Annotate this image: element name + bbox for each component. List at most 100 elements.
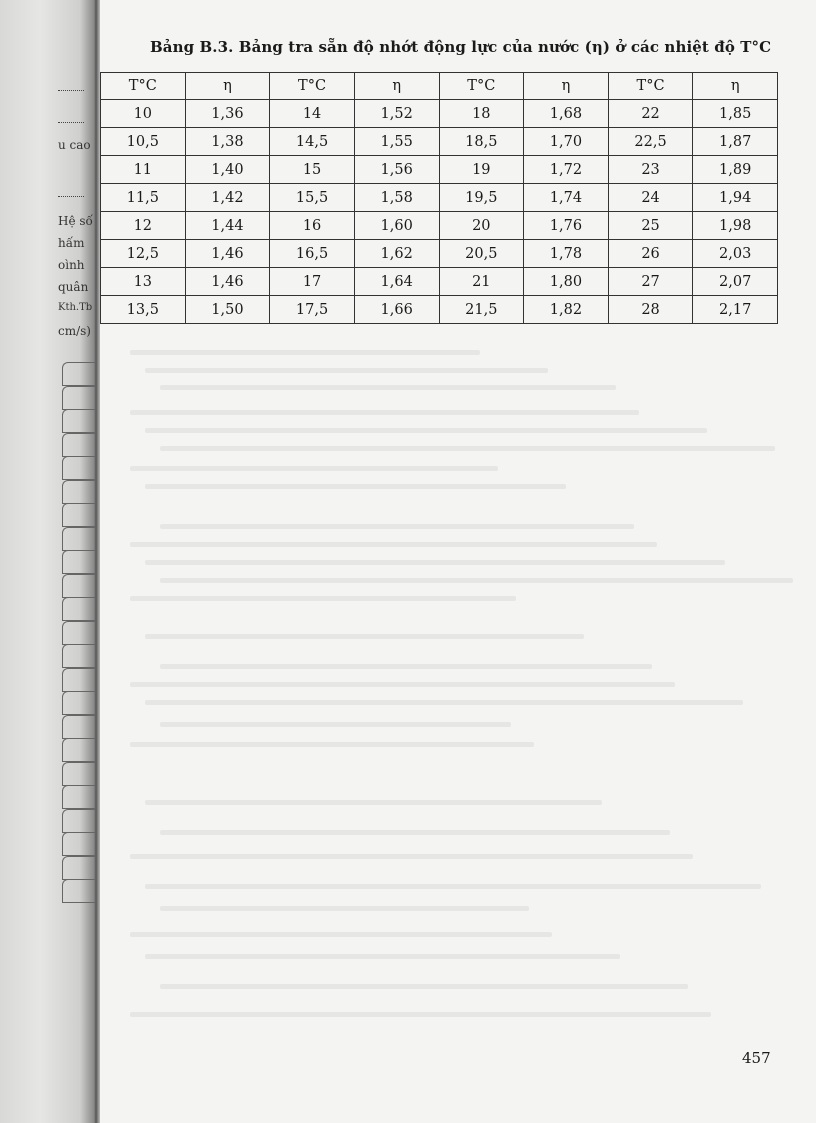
table-cell: 14 bbox=[269, 99, 355, 128]
table-cell: 21,5 bbox=[438, 295, 525, 324]
ghost-line bbox=[130, 596, 516, 601]
ghost-line bbox=[145, 428, 707, 433]
table-cell: 24 bbox=[607, 183, 694, 212]
column-header: η bbox=[184, 72, 271, 100]
table-cell: 2,07 bbox=[692, 267, 778, 296]
table-cell: 1,38 bbox=[184, 127, 271, 156]
ghost-line bbox=[130, 542, 657, 547]
ghost-line bbox=[145, 884, 761, 889]
table-cell: 1,89 bbox=[692, 155, 778, 184]
table-cell: 1,72 bbox=[523, 155, 609, 184]
ghost-line bbox=[145, 368, 548, 373]
table-cell: 23 bbox=[607, 155, 694, 184]
table-cell: 1,56 bbox=[353, 155, 440, 184]
ghost-line bbox=[130, 350, 480, 355]
ghost-line bbox=[160, 984, 688, 989]
margin-dotted-line bbox=[58, 122, 84, 123]
ghost-line bbox=[145, 800, 602, 805]
ghost-line bbox=[145, 484, 566, 489]
table-row: 10 1,36 14 1,52 18 1,68 22 1,85 bbox=[100, 99, 778, 128]
margin-box bbox=[62, 785, 95, 809]
margin-box bbox=[62, 738, 95, 762]
table-cell: 13 bbox=[100, 267, 186, 296]
table-cell: 15 bbox=[269, 155, 355, 184]
table-cell: 18 bbox=[438, 99, 525, 128]
margin-fragment: hấm bbox=[58, 236, 85, 250]
margin-box bbox=[62, 691, 95, 715]
margin-fragment: Hệ số bbox=[58, 214, 93, 228]
table-cell: 22,5 bbox=[607, 127, 694, 156]
table-cell: 12,5 bbox=[100, 239, 186, 268]
column-header: η bbox=[692, 72, 778, 100]
margin-dotted-line bbox=[58, 196, 84, 197]
column-header: η bbox=[523, 72, 609, 100]
ghost-line bbox=[160, 906, 529, 911]
table-cell: 1,58 bbox=[353, 183, 440, 212]
column-header: T°C bbox=[269, 72, 355, 100]
table-row: 13 1,46 17 1,64 21 1,80 27 2,07 bbox=[100, 267, 778, 296]
table-cell: 10 bbox=[100, 99, 186, 128]
ghost-line bbox=[160, 830, 670, 835]
margin-box bbox=[62, 667, 95, 692]
table-cell: 1,68 bbox=[523, 99, 609, 128]
table-cell: 15,5 bbox=[269, 183, 355, 212]
table-cell: 11 bbox=[100, 155, 186, 184]
table-cell: 1,50 bbox=[184, 295, 271, 324]
ghost-line bbox=[160, 446, 775, 451]
table-cell: 26 bbox=[607, 239, 694, 268]
table-cell: 18,5 bbox=[438, 127, 525, 156]
ghost-line bbox=[130, 932, 552, 937]
header-row: T°C η T°C η T°C η T°C η bbox=[100, 72, 778, 100]
viscosity-table: T°C η T°C η T°C η T°C η 10 1,36 14 1,52 18 1,68 22 1,85… bbox=[100, 72, 778, 324]
margin-box bbox=[62, 526, 95, 551]
table-cell: 1,78 bbox=[523, 239, 609, 268]
ghost-line bbox=[160, 578, 793, 583]
table-cell: 1,42 bbox=[184, 183, 271, 212]
table-cell: 21 bbox=[438, 267, 525, 296]
ghost-line bbox=[130, 682, 675, 687]
table-row: 11,5 1,42 15,5 1,58 19,5 1,74 24 1,94 bbox=[100, 183, 778, 212]
column-header: T°C bbox=[100, 72, 186, 100]
table-cell: 1,55 bbox=[353, 127, 440, 156]
table-cell: 1,62 bbox=[353, 239, 440, 268]
ghost-line bbox=[130, 1012, 711, 1017]
margin-box bbox=[62, 479, 95, 504]
table-cell: 1,40 bbox=[184, 155, 271, 184]
table-cell: 20,5 bbox=[438, 239, 525, 268]
margin-box bbox=[62, 573, 95, 598]
table-cell: 10,5 bbox=[100, 127, 186, 156]
table-cell: 1,82 bbox=[523, 295, 609, 324]
ghost-line bbox=[160, 664, 652, 669]
table-cell: 28 bbox=[607, 295, 694, 324]
table-cell: 1,60 bbox=[353, 211, 440, 240]
ghost-line bbox=[145, 634, 584, 639]
margin-box bbox=[62, 597, 95, 621]
table-cell: 20 bbox=[438, 211, 525, 240]
column-header: T°C bbox=[438, 72, 525, 100]
column-header: T°C bbox=[607, 72, 694, 100]
table-cell: 16 bbox=[269, 211, 355, 240]
margin-box bbox=[62, 644, 95, 668]
margin-fragment: cm/s) bbox=[58, 324, 91, 338]
margin-dotted-line bbox=[58, 90, 84, 91]
margin-box bbox=[62, 808, 95, 833]
margin-fragment: u cao bbox=[58, 138, 91, 152]
table-cell: 12 bbox=[100, 211, 186, 240]
table-cell: 1,80 bbox=[523, 267, 609, 296]
ghost-line bbox=[130, 854, 693, 859]
table-cell: 27 bbox=[607, 267, 694, 296]
margin-box bbox=[62, 385, 95, 410]
table-cell: 1,74 bbox=[523, 183, 609, 212]
page-binding-shadow bbox=[0, 0, 100, 1123]
ghost-line bbox=[160, 524, 634, 529]
table-cell: 1,46 bbox=[184, 267, 271, 296]
margin-box bbox=[62, 409, 95, 433]
margin-box bbox=[62, 432, 95, 457]
table-row: 12 1,44 16 1,60 20 1,76 25 1,98 bbox=[100, 211, 778, 240]
table-cell: 17 bbox=[269, 267, 355, 296]
table-cell: 17,5 bbox=[269, 295, 355, 324]
table-row: 13,5 1,50 17,5 1,66 21,5 1,82 28 2,17 bbox=[100, 295, 778, 324]
ghost-line bbox=[160, 385, 616, 390]
table-cell: 1,87 bbox=[692, 127, 778, 156]
margin-fragment: quân bbox=[58, 280, 89, 294]
